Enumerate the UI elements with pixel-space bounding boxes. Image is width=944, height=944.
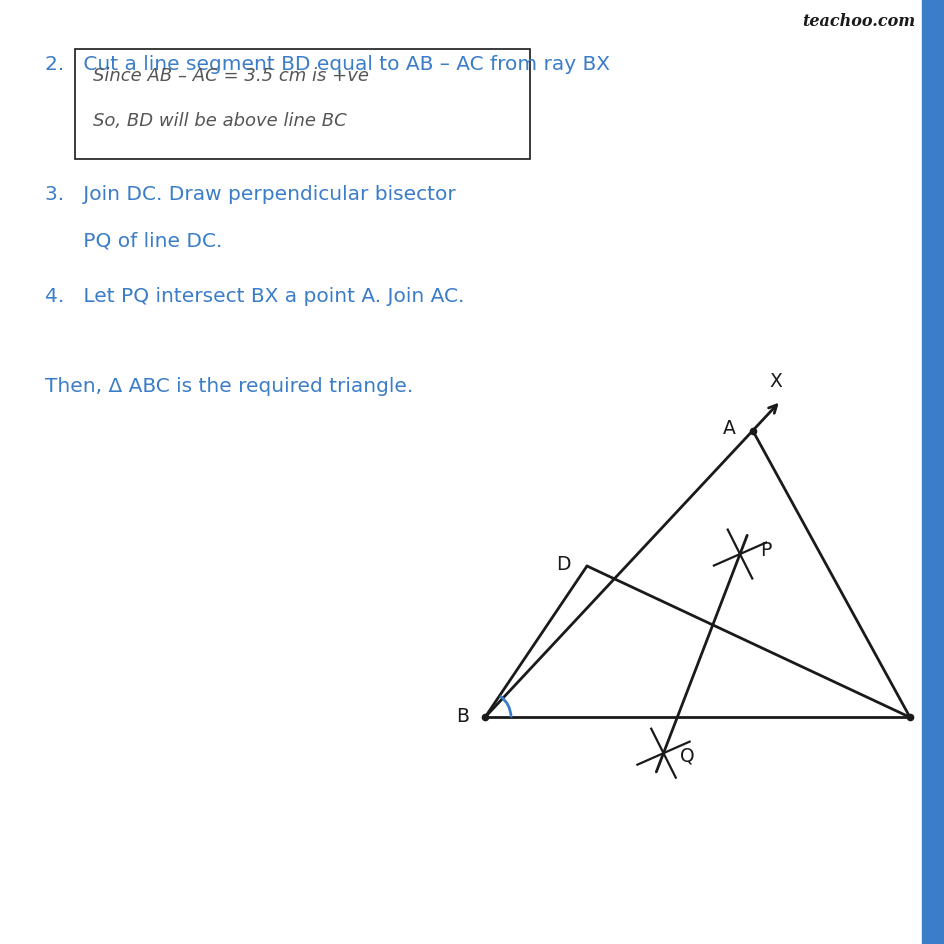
Text: teachoo.com: teachoo.com bbox=[801, 13, 914, 30]
Text: 3.   Join DC. Draw perpendicular bisector: 3. Join DC. Draw perpendicular bisector bbox=[45, 185, 455, 204]
Text: Q: Q bbox=[680, 746, 694, 765]
Text: X: X bbox=[768, 372, 782, 391]
Text: 4.   Let PQ intersect BX a point A. Join AC.: 4. Let PQ intersect BX a point A. Join A… bbox=[45, 287, 464, 306]
Text: So, BD will be above line BC: So, BD will be above line BC bbox=[93, 112, 346, 130]
Text: D: D bbox=[555, 555, 569, 574]
Text: A: A bbox=[722, 418, 735, 438]
Bar bbox=[921, 0, 944, 944]
Text: Then, Δ ABC is the required triangle.: Then, Δ ABC is the required triangle. bbox=[45, 377, 413, 396]
Bar bbox=[75, 50, 530, 160]
Text: Since AB – AC = 3.5 cm is +ve: Since AB – AC = 3.5 cm is +ve bbox=[93, 67, 368, 85]
Text: PQ of line DC.: PQ of line DC. bbox=[45, 232, 222, 251]
Text: B: B bbox=[456, 706, 469, 725]
Text: C: C bbox=[922, 706, 936, 725]
Text: P: P bbox=[760, 540, 771, 559]
Text: 2.   Cut a line segment BD equal to AB – AC from ray BX: 2. Cut a line segment BD equal to AB – A… bbox=[45, 55, 610, 74]
